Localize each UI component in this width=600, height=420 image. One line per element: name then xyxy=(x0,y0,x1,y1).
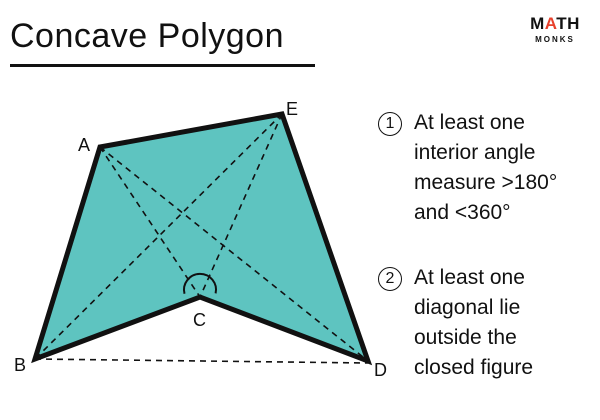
property-1-line-4: and <360° xyxy=(414,201,511,224)
property-1-marker: 1 xyxy=(378,112,402,136)
diagonal-e-b xyxy=(34,113,283,360)
property-2-line-3: outside the xyxy=(414,326,517,349)
vertex-label-c: C xyxy=(193,310,206,330)
logo-wordmark: MATH xyxy=(524,14,586,34)
property-2-line-2: diagonal lie xyxy=(414,296,521,319)
vertex-label-d: D xyxy=(374,360,387,380)
vertex-label-b: B xyxy=(14,355,26,375)
diagonal-b-d xyxy=(34,358,369,364)
property-2-line-1: At least one xyxy=(414,266,525,289)
logo-subtext: MONKS xyxy=(535,35,575,44)
property-1-line-3: measure >180° xyxy=(414,171,558,194)
property-2: 2 At least one diagonal lie outside the … xyxy=(378,263,593,388)
diagonal-e-c xyxy=(199,113,283,298)
property-2-marker: 2 xyxy=(378,267,402,291)
property-1: 1 At least one interior angle measure >1… xyxy=(378,108,593,233)
brand-logo: MATH MONKS xyxy=(524,14,586,46)
property-1-line-1: At least one xyxy=(414,111,525,134)
title-underline xyxy=(10,64,315,67)
page-title: Concave Polygon xyxy=(10,17,285,55)
logo-letter-m: M xyxy=(530,14,545,33)
property-2-line-4: closed figure xyxy=(414,356,534,379)
diagonal-a-c xyxy=(99,146,201,298)
diagonal-a-d xyxy=(99,146,369,362)
reflex-angle-arc xyxy=(183,272,217,295)
logo-letters-th: TH xyxy=(556,14,580,33)
vertex-label-e: E xyxy=(286,99,298,119)
logo-accent-letter: A xyxy=(544,14,557,33)
property-1-line-2: interior angle xyxy=(414,141,536,164)
vertex-label-a: A xyxy=(78,135,90,155)
